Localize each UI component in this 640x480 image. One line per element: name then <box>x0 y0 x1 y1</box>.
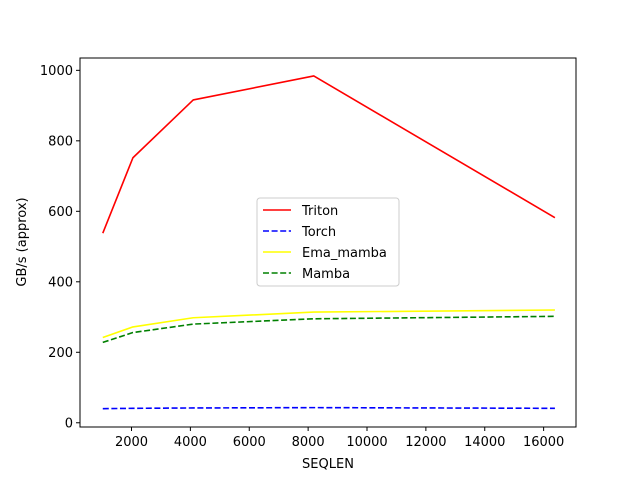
x-tick-label: 14000 <box>464 435 505 450</box>
x-axis-label: SEQLEN <box>302 457 354 472</box>
y-tick-label: 0 <box>65 416 73 431</box>
legend: Triton Torch Ema_mamba Mamba <box>256 197 400 287</box>
y-axis-label: GB/s (approx) <box>15 197 30 286</box>
series-line-ema-mamba <box>102 309 555 339</box>
legend-label: Triton <box>301 204 338 219</box>
legend-label: Torch <box>301 225 336 240</box>
y-tick-label: 800 <box>48 134 73 149</box>
x-tick-label: 8000 <box>292 435 325 450</box>
y-tick-label: 400 <box>48 275 73 290</box>
series-line-triton <box>102 75 556 234</box>
x-tick-label: 6000 <box>233 435 266 450</box>
y-axis: 0 200 400 600 800 1000 <box>40 64 80 431</box>
series-layer <box>102 75 556 410</box>
x-tick-label: 10000 <box>346 435 387 450</box>
x-tick-label: 12000 <box>405 435 446 450</box>
x-tick-label: 16000 <box>523 435 564 450</box>
y-tick-label: 600 <box>48 205 73 220</box>
x-tick-label: 4000 <box>174 435 207 450</box>
series-line-torch <box>102 406 555 410</box>
legend-label: Mamba <box>302 267 350 282</box>
y-tick-label: 200 <box>48 346 73 361</box>
x-tick-label: 2000 <box>115 435 148 450</box>
series-line-mamba <box>102 315 555 344</box>
x-axis: 2000 4000 6000 8000 10000 12000 14000 16000 <box>115 427 564 450</box>
legend-label: Ema_mamba <box>302 246 387 261</box>
legend-box <box>256 197 400 287</box>
axes-frame <box>79 57 577 428</box>
y-tick-label: 1000 <box>40 64 73 79</box>
